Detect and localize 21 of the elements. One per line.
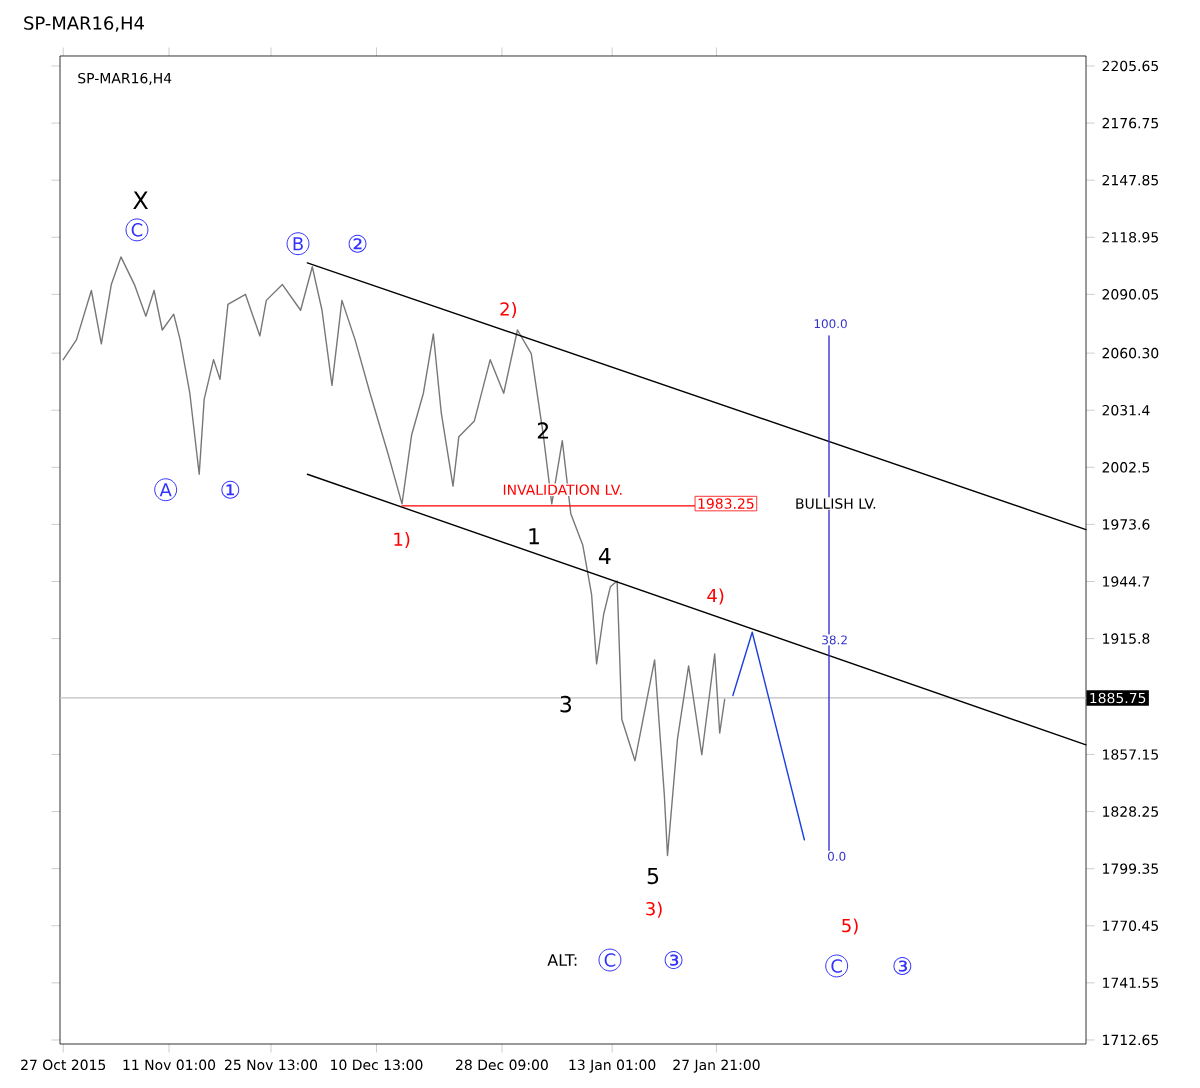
annotation: 2 [537, 422, 549, 439]
annotation: 4 [598, 547, 611, 564]
annotation: ② [348, 234, 367, 253]
annotation: X [133, 191, 148, 209]
annotation: A [159, 483, 172, 497]
annotation: B [293, 237, 303, 251]
annotation: 5 [647, 867, 659, 885]
annotation: 3) [646, 901, 662, 918]
annotation: C [604, 953, 616, 967]
annotation: 4) [707, 588, 724, 605]
annotation: 1 [529, 528, 539, 545]
annotation: ① [221, 480, 240, 499]
annotation: 2) [500, 301, 517, 318]
annotation: C [131, 223, 143, 237]
annotation: C [831, 959, 842, 973]
annotation: 1) [394, 532, 410, 549]
chart-title: SP-MAR16,H4 [24, 16, 144, 32]
annotation: 3 [560, 695, 572, 713]
annotation: ③ [893, 957, 912, 975]
annotation: ③ [664, 951, 683, 969]
annotation: 5) [842, 918, 858, 935]
